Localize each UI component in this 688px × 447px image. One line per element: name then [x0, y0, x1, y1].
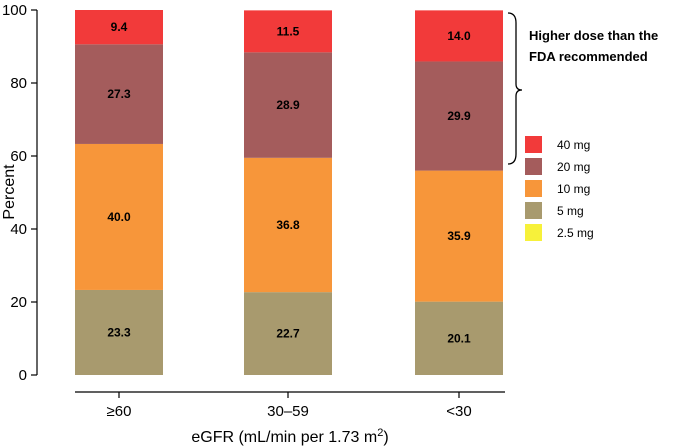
x-axis-title: eGFR (mL/min per 1.73 m2): [191, 427, 388, 446]
legend-swatch: [525, 224, 542, 241]
legend-swatch: [525, 136, 542, 153]
bar-segment: [75, 289, 163, 375]
x-tick-label: ≥60: [107, 403, 132, 420]
bar-segment: [75, 44, 163, 144]
bar-segment: [75, 143, 163, 290]
bar-value-label: 20.1: [447, 331, 471, 345]
bracket-icon: [507, 12, 523, 165]
y-axis-title: Percent: [1, 164, 18, 220]
legend: 40 mg 20 mg 10 mg 5 mg 2.5 mg: [525, 136, 594, 241]
legend-swatch: [525, 180, 542, 197]
x-axis-title-main: eGFR (mL/min per 1.73 m: [191, 429, 377, 446]
legend-label: 5 mg: [557, 204, 584, 218]
x-axis-title-sup: 2: [377, 427, 383, 439]
annotation-line-1: Higher dose than the: [529, 28, 658, 43]
bar-segment: [244, 10, 332, 53]
legend-label: 20 mg: [557, 160, 590, 174]
bar-value-label: 28.9: [276, 98, 300, 112]
bars: 23.3 40.0 27.3 9.4 22.7 36.8 28.9 11.5 20.1 35.9 2…: [75, 10, 503, 375]
y-tick-label: 20: [10, 294, 27, 311]
bar-value-label: 36.8: [276, 218, 300, 232]
bar-value-label: 40.0: [107, 210, 131, 224]
bar-segment: [244, 157, 332, 293]
x-axis-title-close: ): [383, 429, 388, 446]
annotation: Higher dose than the FDA recommended: [507, 12, 658, 165]
bar-segment: [415, 10, 503, 62]
legend-swatch: [525, 158, 542, 175]
bar-segment: [75, 10, 163, 45]
y-tick-label: 100: [2, 2, 27, 19]
bar-segment: [415, 170, 503, 302]
bar-segment: [244, 52, 332, 158]
bar-segment: [415, 61, 503, 171]
x-tick-label: <30: [446, 403, 471, 420]
legend-label: 40 mg: [557, 138, 590, 152]
x-tick-label: 30–59: [267, 403, 309, 420]
legend-swatch: [525, 202, 542, 219]
bar-value-label: 22.7: [276, 327, 300, 341]
y-tick-label: 60: [10, 148, 27, 165]
bar-value-label: 11.5: [277, 24, 300, 38]
y-tick-label: 80: [10, 75, 27, 92]
bar-value-label: 29.9: [447, 109, 471, 123]
bar-segment: [415, 301, 503, 375]
annotation-line-2: FDA recommended: [529, 49, 648, 64]
legend-label: 10 mg: [557, 182, 590, 196]
bar-value-label: 35.9: [447, 229, 471, 243]
bar-value-label: 23.3: [107, 325, 131, 339]
y-tick-label: 0: [19, 367, 27, 384]
axes: 0 20 40 60 80 100 ≥60 30–59 <30 Percent eGFR (mL/m…: [1, 2, 505, 446]
bar-value-label: 9.4: [111, 20, 128, 34]
bar-segment: [244, 292, 332, 375]
bar-value-label: 27.3: [107, 87, 131, 101]
bar-value-label: 14.0: [447, 29, 471, 43]
legend-label: 2.5 mg: [557, 226, 594, 240]
y-tick-label: 40: [10, 221, 27, 238]
